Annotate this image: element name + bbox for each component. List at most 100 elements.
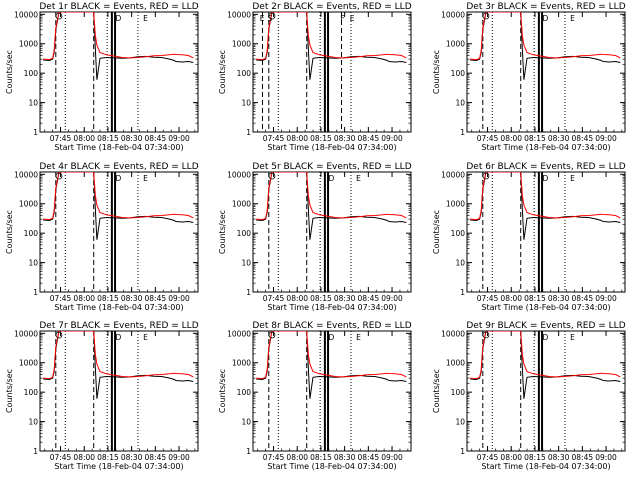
x-tick-label: 07:45 xyxy=(477,294,499,303)
x-tick-label: 08:15 xyxy=(97,453,119,462)
segment-letter: D xyxy=(328,174,334,183)
x-axis-label: Start Time (18-Feb-04 07:34:00) xyxy=(54,143,183,152)
y-tick-label: 10000 xyxy=(14,170,38,179)
x-tick-label: 08:45 xyxy=(145,453,167,462)
y-axis-label: Counts/sec xyxy=(432,210,441,254)
segment-letter: D xyxy=(542,174,548,183)
segment-letter: E xyxy=(570,333,575,342)
plot-title: Det 2r BLACK = Events, RED = LLD xyxy=(252,2,411,12)
panel-4: Det 4r BLACK = Events, RED = LLD 1 10 100 10… xyxy=(5,162,199,312)
x-tick-label: 08:15 xyxy=(310,453,332,462)
series-lld-line xyxy=(43,331,194,380)
x-tick-label: 08:15 xyxy=(310,134,332,143)
x-tick-label: 08:15 xyxy=(97,134,119,143)
series-lld-line xyxy=(43,172,194,221)
plot-title: Det 1r BLACK = Events, RED = LLD xyxy=(39,2,198,12)
y-tick-label: 10000 xyxy=(227,10,251,19)
plot-frame xyxy=(466,330,626,452)
plot-frame xyxy=(252,11,412,133)
x-tick-label: 08:00 xyxy=(73,294,95,303)
y-tick-label: 100 xyxy=(451,229,466,238)
x-tick-label: 09:00 xyxy=(168,134,190,143)
y-tick-label: 10000 xyxy=(14,10,38,19)
segment-letter: D xyxy=(542,333,548,342)
panel-2: Det 2r BLACK = Events, RED = LLD 1 10 100 10… xyxy=(218,2,412,152)
plot-frame xyxy=(39,171,199,293)
plot-title: Det 9r BLACK = Events, RED = LLD xyxy=(466,321,625,331)
segment-letter: E xyxy=(143,14,148,23)
segment-letter: S xyxy=(268,14,273,23)
plot-title: Det 5r BLACK = Events, RED = LLD xyxy=(252,162,411,172)
x-tick-label: 08:45 xyxy=(572,453,594,462)
y-axis-label: Counts/sec xyxy=(432,50,441,94)
y-tick-label: 1 xyxy=(460,288,465,297)
y-tick-label: 1 xyxy=(246,128,251,137)
y-tick-label: 1 xyxy=(246,447,251,456)
marker-circle xyxy=(55,331,63,339)
plot-frame xyxy=(39,11,199,133)
panel-3: Det 3r BLACK = Events, RED = LLD 1 10 100 10… xyxy=(432,2,626,152)
y-tick-label: 10000 xyxy=(227,170,251,179)
x-tick-label: 09:00 xyxy=(595,453,617,462)
y-tick-label: 10000 xyxy=(227,329,251,338)
x-tick-label: 08:15 xyxy=(97,294,119,303)
y-axis-label: Counts/sec xyxy=(5,50,14,94)
y-tick-label: 10 xyxy=(241,418,251,427)
y-tick-label: 10 xyxy=(455,259,465,268)
x-axis-label: Start Time (18-Feb-04 07:34:00) xyxy=(267,303,396,312)
y-tick-label: 10000 xyxy=(14,329,38,338)
marker-circle xyxy=(482,331,490,339)
plot-title: Det 8r BLACK = Events, RED = LLD xyxy=(252,321,411,331)
segment-letter: E xyxy=(356,333,361,342)
x-tick-label: 07:45 xyxy=(50,453,72,462)
segment-letter: E xyxy=(356,174,361,183)
x-tick-label: 08:30 xyxy=(121,134,143,143)
panel-5: Det 5r BLACK = Events, RED = LLD 1 10 100 10… xyxy=(218,162,412,312)
x-tick-label: 08:00 xyxy=(500,453,522,462)
segment-letter: E xyxy=(143,174,148,183)
y-tick-label: 10000 xyxy=(441,329,465,338)
segment-letter: E xyxy=(570,174,575,183)
y-tick-label: 10 xyxy=(28,259,38,268)
y-axis-label: Counts/sec xyxy=(5,369,14,413)
y-tick-label: 1000 xyxy=(446,40,465,49)
plot-title: Det 4r BLACK = Events, RED = LLD xyxy=(39,162,198,172)
x-tick-label: 09:00 xyxy=(381,134,403,143)
marker-circle xyxy=(482,12,490,20)
marker-circle xyxy=(55,172,63,180)
y-tick-label: 1 xyxy=(33,128,38,137)
y-tick-label: 10 xyxy=(241,99,251,108)
segment-letter: E xyxy=(570,14,575,23)
y-tick-label: 100 xyxy=(451,69,466,78)
marker-circle xyxy=(55,12,63,20)
x-tick-label: 09:00 xyxy=(595,294,617,303)
plot-title: Det 7r BLACK = Events, RED = LLD xyxy=(39,321,198,331)
x-tick-label: 08:30 xyxy=(334,134,356,143)
y-tick-label: 10000 xyxy=(441,170,465,179)
y-tick-label: 10 xyxy=(455,418,465,427)
x-tick-label: 07:45 xyxy=(477,134,499,143)
plot-frame xyxy=(252,330,412,452)
x-tick-label: 08:30 xyxy=(548,453,570,462)
x-tick-label: 08:15 xyxy=(524,294,546,303)
segment-letter: D xyxy=(542,14,548,23)
plot-title: Det 6r BLACK = Events, RED = LLD xyxy=(466,162,625,172)
x-tick-label: 08:30 xyxy=(121,294,143,303)
x-tick-label: 07:45 xyxy=(263,294,285,303)
x-tick-label: 08:45 xyxy=(358,134,380,143)
x-tick-label: 08:00 xyxy=(500,134,522,143)
y-tick-label: 100 xyxy=(237,388,252,397)
x-tick-label: 08:45 xyxy=(145,294,167,303)
x-tick-label: 08:00 xyxy=(500,294,522,303)
y-tick-label: 100 xyxy=(24,69,39,78)
y-axis-label: Counts/sec xyxy=(218,369,227,413)
y-axis-label: Counts/sec xyxy=(218,210,227,254)
segment-letter: E xyxy=(143,333,148,342)
